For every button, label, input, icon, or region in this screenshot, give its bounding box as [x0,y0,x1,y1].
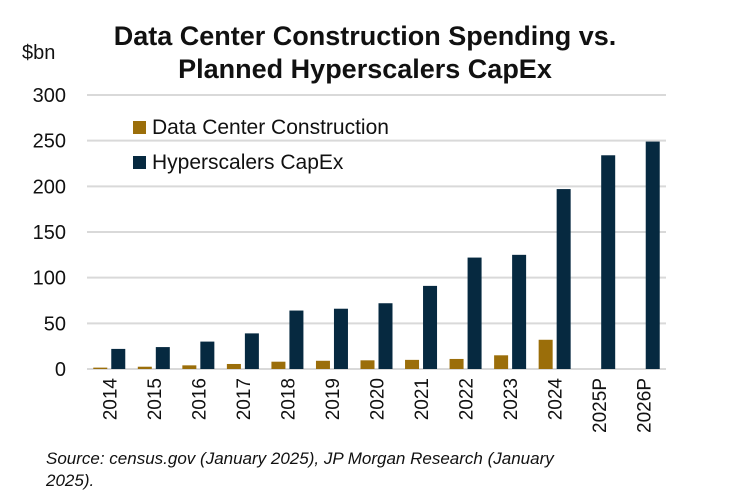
bar-data-center-construction [494,355,509,369]
chart-title: Data Center Construction Spending vs. Pl… [113,21,617,84]
x-tick-label: 2014 [100,378,121,421]
legend-label: Data Center Construction [152,115,389,139]
x-tick-label: 2026P [635,378,656,433]
x-tick-label: 2020 [368,378,389,420]
bar-hyperscalers-capex [467,257,482,369]
bar-hyperscalers-capex [512,254,527,369]
legend-swatch [133,121,146,134]
bar-hyperscalers-capex [200,341,215,369]
y-tick-label: 200 [33,176,66,198]
legend-label: Hyperscalers CapEx [152,150,344,174]
source-note: Source: census.gov (January 2025), JP Mo… [46,449,554,490]
bar-hyperscalers-capex [155,347,170,369]
x-tick-label: 2017 [234,378,255,420]
y-tick-label: 0 [55,359,66,381]
x-tick-label: 2019 [323,378,344,420]
x-tick-label: 2016 [189,378,210,420]
bar-data-center-construction [182,365,197,369]
bar-hyperscalers-capex [289,310,304,369]
legend: Data Center Construction Hyperscalers Ca… [133,110,389,180]
bar-hyperscalers-capex [111,348,126,369]
bar-data-center-construction [360,360,375,369]
y-tick-label: 150 [33,222,66,244]
bar-hyperscalers-capex [244,333,259,369]
bar-data-center-construction [226,363,241,369]
bar-data-center-construction [93,367,108,369]
x-tick-label: 2015 [145,378,166,420]
y-tick-label: 100 [33,268,66,290]
bar-data-center-construction [405,359,420,369]
y-tick-label: 250 [33,131,66,153]
legend-item-capex: Hyperscalers CapEx [133,145,389,180]
x-tick-label: 2024 [546,378,567,421]
bar-data-center-construction [538,339,553,369]
x-tick-label: 2018 [278,378,299,420]
bar-hyperscalers-capex [333,308,348,369]
bar-hyperscalers-capex [601,155,616,369]
legend-swatch [133,156,146,169]
bar-data-center-construction [271,361,286,369]
bar-hyperscalers-capex [423,285,438,369]
bar-hyperscalers-capex [645,141,660,369]
y-axis-label: $bn [22,42,56,64]
x-tick-label: 2023 [501,378,522,420]
bar-data-center-construction [315,360,330,369]
bar-hyperscalers-capex [556,189,571,369]
x-tick-label: 2022 [457,378,478,420]
y-tick-label: 300 [33,85,66,107]
x-tick-label: 2021 [412,378,433,420]
bar-data-center-construction [449,358,464,369]
x-tick-label: 2025P [590,378,611,433]
legend-item-construction: Data Center Construction [133,110,389,145]
bar-hyperscalers-capex [378,303,393,369]
y-tick-label: 50 [44,313,66,335]
bar-data-center-construction [137,366,152,369]
